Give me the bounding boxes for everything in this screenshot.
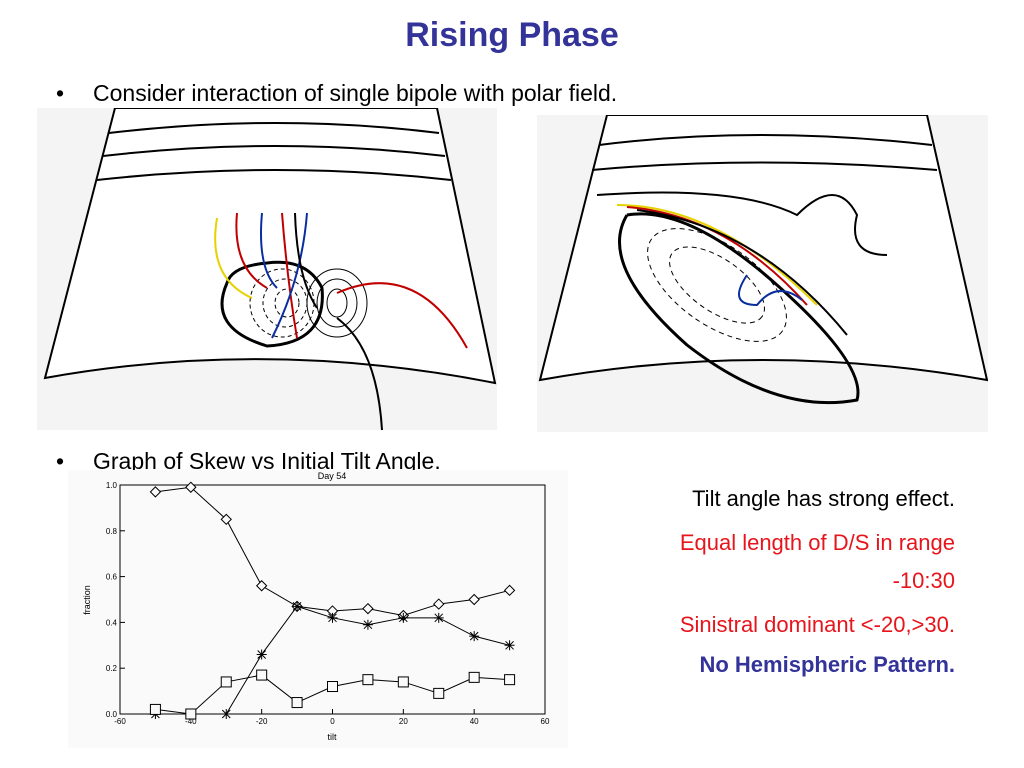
marker	[149, 486, 162, 498]
marker	[291, 697, 303, 709]
bullet-dot: •	[56, 448, 65, 474]
sector	[538, 115, 988, 382]
field-line	[738, 274, 803, 307]
x-axis-label: tilt	[328, 732, 337, 742]
field-line	[626, 206, 808, 306]
y-axis-label: fraction	[82, 585, 92, 615]
y-tick-label: 0.0	[106, 710, 118, 719]
sector	[43, 108, 497, 385]
field-line	[235, 212, 298, 339]
polar-lines	[96, 122, 452, 181]
marker	[220, 676, 232, 688]
marker	[503, 584, 516, 597]
x-tick-label: -40	[185, 717, 197, 726]
marker	[433, 598, 445, 610]
x-tick-label: -60	[114, 717, 126, 726]
loop	[618, 212, 860, 405]
marker	[185, 708, 197, 720]
marker	[468, 671, 480, 683]
bullet-dot: •	[56, 80, 65, 106]
field-line	[636, 209, 848, 336]
marker	[468, 593, 480, 606]
marker	[469, 631, 480, 642]
y-tick-label: 0.6	[106, 573, 118, 582]
field-line	[336, 282, 468, 349]
polar-lines	[591, 134, 938, 171]
field-line	[214, 217, 253, 299]
y-tick-label: 1.0	[106, 481, 118, 490]
marker	[362, 602, 374, 615]
marker	[362, 619, 373, 630]
field-line	[260, 212, 308, 339]
contours-pos	[306, 268, 368, 338]
marker	[221, 709, 232, 719]
field-line	[294, 212, 383, 430]
marker	[433, 687, 445, 699]
contours-neg	[647, 228, 787, 342]
field-diagram-right	[537, 115, 988, 432]
marker	[220, 513, 232, 526]
marker	[149, 703, 161, 715]
note: No Hemispheric Pattern.	[699, 652, 955, 677]
marker	[256, 649, 267, 660]
y-tick-label: 0.2	[106, 664, 118, 673]
note: Equal length of D/S in range	[679, 530, 955, 555]
marker	[256, 669, 268, 681]
y-tick-label: 0.8	[106, 527, 118, 536]
marker	[398, 612, 409, 623]
marker	[327, 681, 338, 693]
marker	[397, 676, 409, 688]
bullet: Graph of Skew vs Initial Tilt Angle.	[93, 448, 441, 474]
field-line	[596, 191, 888, 256]
y-tick-label: 0.4	[106, 618, 118, 627]
loop	[220, 260, 324, 348]
slide-title: Rising Phase	[405, 16, 619, 54]
field-diagram-left	[37, 108, 497, 430]
marker	[185, 481, 197, 493]
chart: Day 54 tilt fraction 0.0 0.2 0.4 0.6 0.8 1.0 -…	[68, 470, 568, 748]
note: Sinistral dominant <-20,>30.	[679, 612, 955, 637]
x-tick-label: 60	[541, 717, 550, 726]
x-tick-label: 40	[470, 717, 479, 726]
chart-title: Day 54	[318, 471, 347, 481]
marker	[292, 601, 303, 612]
note: -10:30	[892, 568, 955, 593]
field-line	[616, 204, 818, 306]
bullet: Consider interaction of single bipole wi…	[93, 80, 618, 106]
marker	[327, 612, 338, 623]
marker	[504, 640, 515, 651]
x-tick-label: 20	[399, 717, 408, 726]
marker	[504, 674, 516, 686]
x-tick-label: 0	[330, 717, 335, 726]
marker	[433, 612, 444, 623]
marker	[255, 580, 268, 592]
note: Tilt angle has strong effect.	[692, 486, 955, 511]
marker	[362, 674, 374, 686]
x-tick-label: -20	[256, 717, 268, 726]
